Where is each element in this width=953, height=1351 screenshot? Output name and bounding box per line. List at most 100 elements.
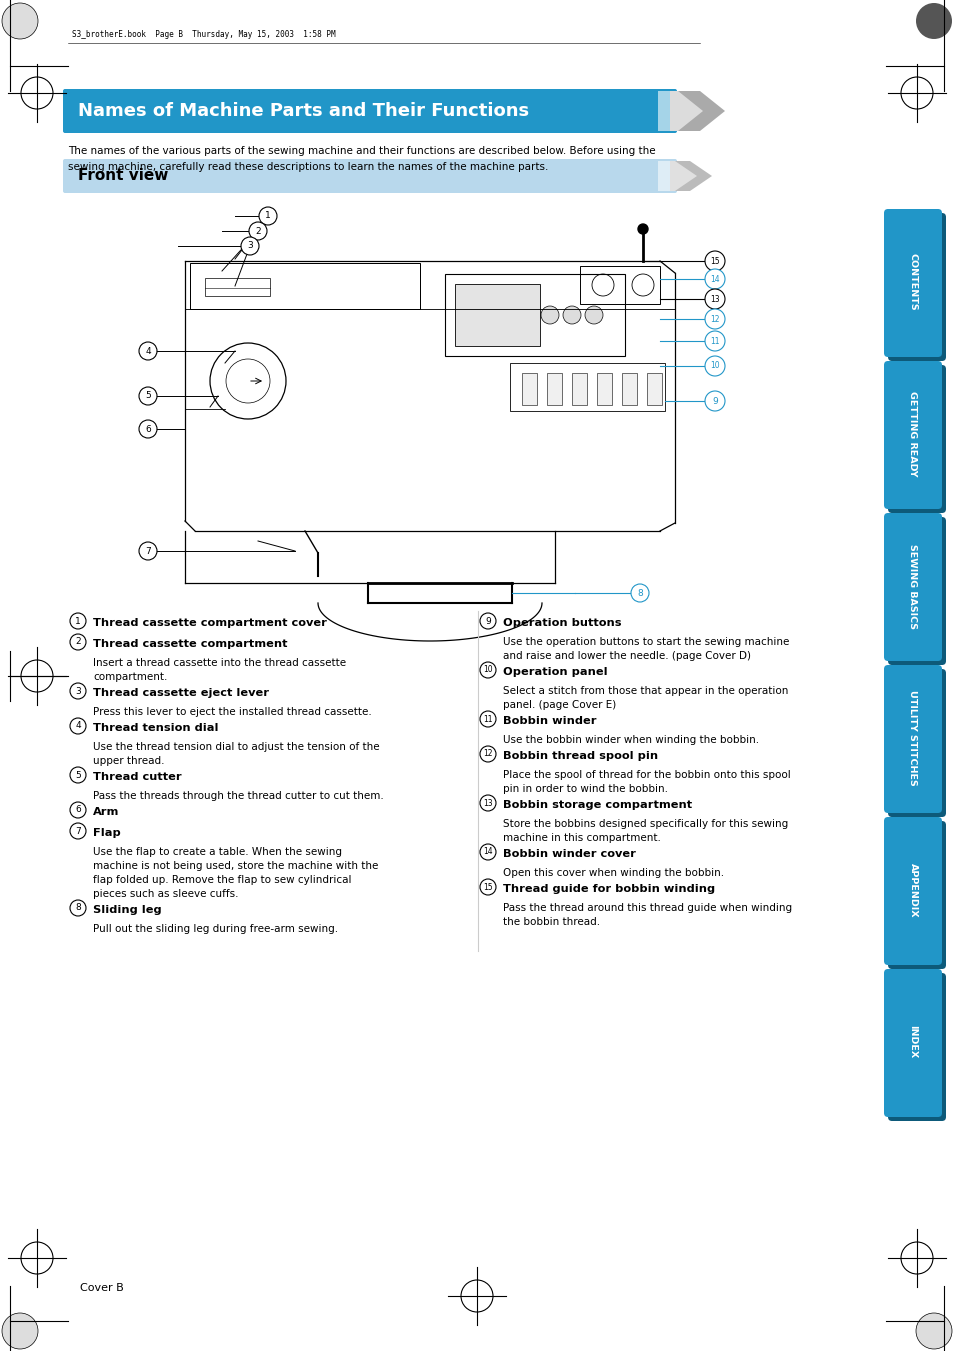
Text: machine in this compartment.: machine in this compartment. [502, 834, 660, 843]
Circle shape [139, 342, 157, 359]
Bar [205, 278, 270, 296]
Bar [621, 373, 637, 405]
Polygon shape [669, 161, 711, 190]
Polygon shape [658, 161, 697, 190]
Text: Press this lever to eject the installed thread cassette.: Press this lever to eject the installed … [92, 707, 372, 717]
Bar [572, 373, 586, 405]
Text: 2: 2 [75, 638, 81, 647]
Text: Operation panel: Operation panel [502, 667, 607, 677]
Text: 12: 12 [483, 750, 493, 758]
FancyBboxPatch shape [887, 365, 945, 513]
Text: 12: 12 [709, 315, 719, 323]
FancyBboxPatch shape [887, 821, 945, 969]
Text: Sliding leg: Sliding leg [92, 905, 161, 915]
Circle shape [479, 711, 496, 727]
Text: Flap: Flap [92, 828, 121, 838]
Text: Select a stitch from those that appear in the operation: Select a stitch from those that appear i… [502, 686, 787, 696]
Text: 1: 1 [265, 212, 271, 220]
Text: 9: 9 [711, 396, 717, 405]
Circle shape [2, 1313, 38, 1350]
Text: Thread guide for bobbin winding: Thread guide for bobbin winding [502, 884, 715, 894]
Text: Cover B: Cover B [80, 1283, 124, 1293]
Text: 11: 11 [709, 336, 719, 346]
FancyBboxPatch shape [883, 665, 941, 813]
Circle shape [704, 269, 724, 289]
Text: Open this cover when winding the bobbin.: Open this cover when winding the bobbin. [502, 867, 723, 878]
Text: 11: 11 [483, 715, 493, 724]
Text: Use the thread tension dial to adjust the tension of the: Use the thread tension dial to adjust th… [92, 742, 379, 753]
FancyBboxPatch shape [883, 513, 941, 661]
Bar [510, 363, 664, 411]
Circle shape [562, 305, 580, 324]
Circle shape [241, 236, 258, 255]
Text: Thread tension dial: Thread tension dial [92, 723, 218, 734]
Text: pieces such as sleeve cuffs.: pieces such as sleeve cuffs. [92, 889, 238, 898]
Text: Insert a thread cassette into the thread cassette: Insert a thread cassette into the thread… [92, 658, 346, 667]
FancyBboxPatch shape [887, 517, 945, 665]
Circle shape [704, 390, 724, 411]
Circle shape [638, 224, 647, 234]
Circle shape [139, 542, 157, 561]
FancyBboxPatch shape [63, 159, 677, 193]
Circle shape [704, 309, 724, 330]
FancyBboxPatch shape [887, 669, 945, 817]
Text: APPENDIX: APPENDIX [907, 863, 917, 917]
Text: 8: 8 [75, 904, 81, 912]
Bar [521, 373, 537, 405]
FancyBboxPatch shape [887, 973, 945, 1121]
Circle shape [704, 251, 724, 272]
Text: Use the flap to create a table. When the sewing: Use the flap to create a table. When the… [92, 847, 341, 857]
Bar [597, 373, 612, 405]
Circle shape [70, 900, 86, 916]
Text: GETTING READY: GETTING READY [907, 392, 917, 477]
Circle shape [479, 662, 496, 678]
Circle shape [139, 420, 157, 438]
Circle shape [70, 613, 86, 630]
Text: INDEX: INDEX [907, 1025, 917, 1059]
Text: 14: 14 [709, 274, 720, 284]
Bar [546, 373, 561, 405]
FancyBboxPatch shape [883, 209, 941, 357]
Circle shape [915, 3, 951, 39]
Text: Thread cutter: Thread cutter [92, 771, 181, 782]
FancyBboxPatch shape [883, 969, 941, 1117]
Text: Use the operation buttons to start the sewing machine: Use the operation buttons to start the s… [502, 638, 788, 647]
Text: upper thread.: upper thread. [92, 757, 164, 766]
FancyBboxPatch shape [883, 817, 941, 965]
Text: 6: 6 [145, 424, 151, 434]
Text: 3: 3 [247, 242, 253, 250]
Text: 9: 9 [485, 616, 491, 626]
Text: 6: 6 [75, 805, 81, 815]
Bar [579, 266, 659, 304]
Text: 7: 7 [145, 547, 151, 555]
FancyBboxPatch shape [63, 89, 677, 132]
Text: and raise and lower the needle. (page Cover D): and raise and lower the needle. (page Co… [502, 651, 750, 661]
Circle shape [70, 823, 86, 839]
Text: Pass the thread around this thread guide when winding: Pass the thread around this thread guide… [502, 902, 791, 913]
Text: 8: 8 [637, 589, 642, 597]
Text: UTILITY STITCHES: UTILITY STITCHES [907, 690, 917, 786]
Circle shape [540, 305, 558, 324]
Circle shape [584, 305, 602, 324]
Text: Operation buttons: Operation buttons [502, 617, 620, 628]
Text: 10: 10 [482, 666, 493, 674]
Circle shape [139, 386, 157, 405]
Text: panel. (page Cover E): panel. (page Cover E) [502, 700, 616, 711]
Text: 7: 7 [75, 827, 81, 835]
Bar [455, 284, 539, 346]
Text: 13: 13 [482, 798, 493, 808]
Circle shape [70, 767, 86, 784]
Text: 3: 3 [75, 686, 81, 696]
Text: 5: 5 [75, 770, 81, 780]
Text: machine is not being used, store the machine with the: machine is not being used, store the mac… [92, 861, 378, 871]
Circle shape [704, 357, 724, 376]
Circle shape [249, 222, 267, 240]
Text: Pass the threads through the thread cutter to cut them.: Pass the threads through the thread cutt… [92, 790, 383, 801]
Circle shape [70, 802, 86, 817]
Circle shape [915, 1313, 951, 1350]
Text: CONTENTS: CONTENTS [907, 253, 917, 311]
Circle shape [479, 794, 496, 811]
Bar [190, 263, 419, 309]
Text: the bobbin thread.: the bobbin thread. [502, 917, 599, 927]
Text: 1: 1 [75, 616, 81, 626]
